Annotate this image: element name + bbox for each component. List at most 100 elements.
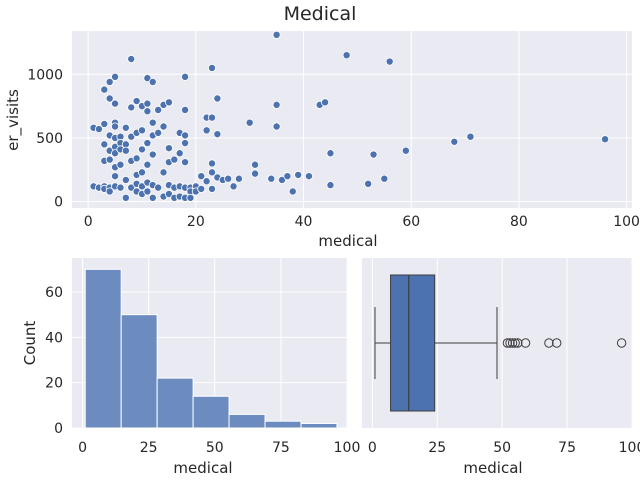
boxplot-panel: 0 25 50 75 100 medical (362, 258, 640, 477)
scatter-point (466, 132, 475, 141)
scatter-point (207, 168, 216, 177)
scatter-point (143, 139, 152, 148)
scatter-x-tick-label: 0 (84, 214, 93, 230)
scatter-point (159, 122, 168, 131)
scatter-point (111, 122, 120, 131)
scatter-point (175, 149, 184, 158)
histogram-bars (84, 268, 338, 429)
scatter-point (272, 122, 281, 131)
boxplot-outlier (616, 338, 627, 348)
scatter-point (159, 168, 168, 177)
scatter-point (111, 149, 120, 158)
scatter-point (207, 159, 216, 168)
scatter-gridlines (72, 31, 632, 208)
scatter-x-tick-label: 100 (613, 214, 640, 230)
scatter-y-label: er_visits (4, 89, 23, 151)
histogram-bar (120, 314, 158, 429)
scatter-point (213, 130, 222, 139)
scatter-point (277, 175, 286, 184)
histogram-panel: 0 25 50 75 100 0 20 40 60 medical Count (21, 258, 360, 477)
scatter-y-tick-label: 500 (36, 131, 63, 147)
scatter-point (100, 119, 109, 128)
boxplot-outlier (520, 338, 531, 348)
histogram-x-tick-label: 100 (334, 440, 361, 456)
scatter-point (321, 98, 330, 107)
scatter-point (181, 139, 190, 148)
scatter-point (137, 145, 146, 154)
scatter-point (224, 174, 233, 183)
histogram-bar (264, 420, 302, 429)
scatter-point (137, 126, 146, 135)
boxplot-outlier (513, 338, 523, 348)
boxplot-x-tick-label: 100 (619, 440, 640, 456)
histogram-ticks: 0 25 50 75 100 0 20 40 60 (45, 285, 360, 456)
scatter-point (143, 107, 152, 116)
scatter-point (143, 160, 152, 169)
scatter-point (148, 150, 157, 159)
scatter-point (105, 94, 114, 103)
scatter-point (601, 135, 610, 144)
scatter-point (385, 57, 394, 66)
histogram-x-tick-label: 25 (140, 440, 158, 456)
scatter-point (272, 100, 281, 109)
scatter-point (213, 94, 222, 103)
scatter-point (272, 30, 281, 39)
scatter-point (143, 187, 152, 196)
scatter-x-tick-label: 60 (402, 214, 420, 230)
boxplot-outlier (510, 338, 520, 348)
histogram-x-label: medical (173, 459, 232, 477)
scatter-point (170, 155, 179, 164)
scatter-point (181, 158, 190, 167)
scatter-point (121, 123, 130, 132)
scatter-point (251, 160, 260, 169)
scatter-points (89, 30, 610, 202)
scatter-point (450, 137, 459, 146)
scatter-point (116, 160, 125, 169)
scatter-point (207, 113, 216, 122)
boxplot-outlier (507, 338, 518, 348)
scatter-point (121, 175, 130, 184)
scatter-point (143, 74, 152, 83)
scatter-plot-area (72, 31, 632, 208)
scatter-point (116, 183, 125, 192)
scatter-point (154, 183, 163, 192)
histogram-y-label: Count (21, 321, 39, 366)
scatter-point (304, 172, 313, 181)
scatter-point (121, 146, 130, 155)
scatter-point (148, 77, 157, 86)
scatter-point (181, 131, 190, 140)
histogram-bar (228, 413, 266, 429)
histogram-y-tick-label: 0 (54, 421, 63, 437)
scatter-point (364, 179, 373, 188)
scatter-point (121, 193, 130, 202)
scatter-point (186, 193, 195, 202)
scatter-point (137, 182, 146, 191)
scatter-point (164, 189, 173, 198)
scatter-point (197, 172, 206, 181)
scatter-point (202, 177, 211, 186)
scatter-point (267, 174, 276, 183)
scatter-point (127, 132, 136, 141)
scatter-point (181, 72, 190, 81)
scatter-point (294, 170, 303, 179)
histogram-bar (156, 377, 194, 429)
histogram-x-tick-label: 75 (272, 440, 290, 456)
scatter-point (197, 184, 206, 193)
scatter-point (380, 174, 389, 183)
boxplot-outlier (544, 338, 554, 348)
boxplot-x-tick-label: 75 (558, 440, 576, 456)
scatter-point (137, 168, 146, 177)
scatter-point (143, 99, 152, 108)
scatter-point (100, 85, 109, 94)
scatter-point (202, 126, 211, 135)
boxplot-outlier (502, 338, 513, 348)
scatter-point (342, 51, 351, 60)
scatter-point (164, 144, 173, 153)
scatter-point (234, 174, 243, 183)
histogram-bar (300, 422, 338, 429)
scatter-x-tick-label: 40 (295, 214, 313, 230)
scatter-y-tick-label: 0 (54, 195, 63, 211)
histogram-x-tick-label: 0 (78, 440, 87, 456)
scatter-x-tick-label: 80 (510, 214, 528, 230)
